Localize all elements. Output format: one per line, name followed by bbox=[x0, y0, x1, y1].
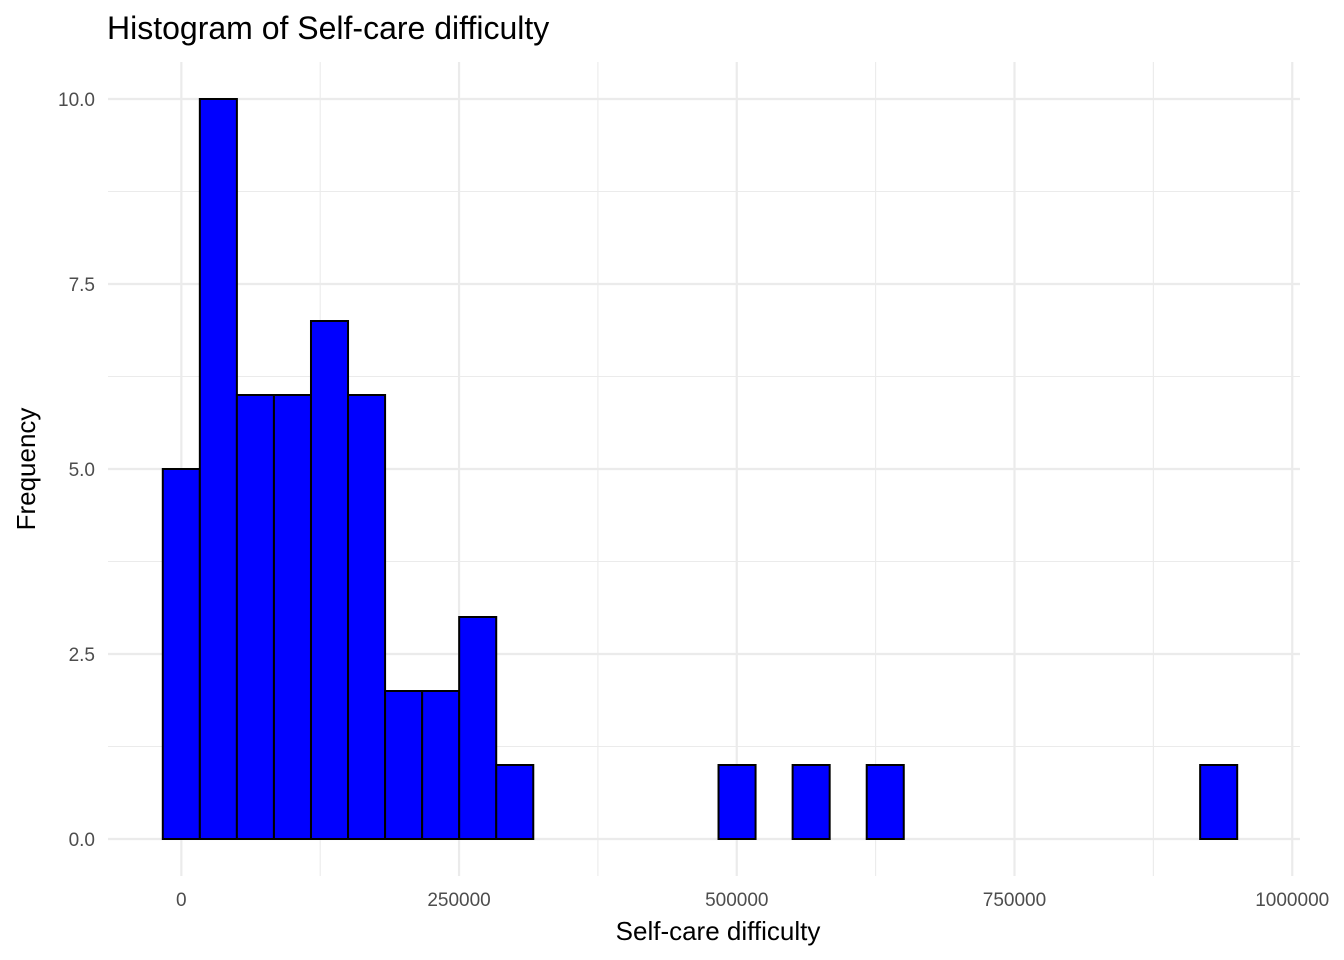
histogram-bar bbox=[161, 468, 201, 840]
histogram-bar bbox=[421, 690, 461, 840]
histogram-bar bbox=[272, 394, 312, 840]
histogram-bar bbox=[495, 764, 535, 840]
x-tick-label: 250000 bbox=[427, 890, 490, 911]
histogram-bar bbox=[1199, 764, 1239, 840]
y-axis-tick-labels: 0.0 2.5 5.0 7.5 10.0 bbox=[58, 90, 95, 851]
histogram-bar bbox=[717, 764, 757, 840]
y-axis-title: Frequency bbox=[11, 408, 41, 531]
y-tick-label: 5.0 bbox=[69, 460, 95, 481]
x-tick-label: 500000 bbox=[705, 890, 768, 911]
histogram-bars bbox=[161, 98, 1239, 840]
histogram-bar bbox=[235, 394, 275, 840]
y-tick-label: 0.0 bbox=[69, 830, 95, 851]
x-tick-label: 0 bbox=[176, 890, 187, 911]
histogram-bar bbox=[865, 764, 905, 840]
histogram-bar bbox=[198, 98, 238, 840]
y-tick-label: 2.5 bbox=[69, 645, 95, 666]
y-tick-label: 7.5 bbox=[69, 275, 95, 296]
x-tick-label: 750000 bbox=[983, 890, 1046, 911]
y-tick-label: 10.0 bbox=[58, 90, 95, 111]
histogram-bar bbox=[458, 616, 498, 840]
histogram-bar bbox=[384, 690, 424, 840]
x-tick-label: 1000000 bbox=[1255, 890, 1329, 911]
histogram-bar bbox=[347, 394, 387, 840]
chart-title: Histogram of Self-care difficulty bbox=[107, 10, 549, 46]
histogram-bar bbox=[791, 764, 831, 840]
histogram-bar bbox=[309, 320, 350, 840]
x-axis-tick-labels: 0 250000 500000 750000 1000000 bbox=[176, 890, 1329, 911]
x-axis-title: Self-care difficulty bbox=[616, 916, 821, 946]
